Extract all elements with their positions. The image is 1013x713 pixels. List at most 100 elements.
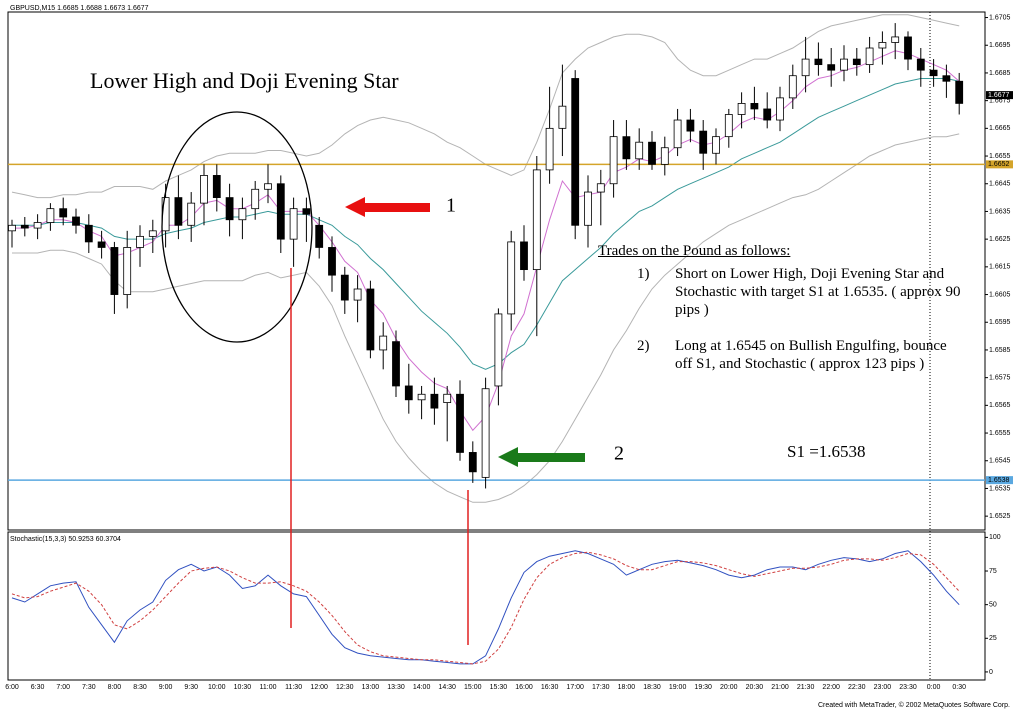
- y-tick-label: 1.6575: [989, 374, 1011, 381]
- candle-body: [225, 197, 234, 221]
- y-tick-label: 25: [989, 635, 997, 642]
- x-tick-label: 20:30: [746, 684, 764, 691]
- candle-body: [200, 175, 208, 204]
- y-tick-label: 1.6665: [989, 125, 1011, 132]
- candle-body: [673, 119, 682, 149]
- x-tick-label: 19:00: [669, 684, 687, 691]
- x-tick-label: 14:00: [413, 684, 431, 691]
- s1-label: S1 =1.6538: [787, 442, 866, 461]
- stochastic-line: [11, 551, 960, 665]
- candle-body: [558, 105, 567, 129]
- x-tick-label: 10:30: [234, 684, 252, 691]
- last-price-label: 1.6677: [988, 92, 1010, 99]
- candle-body: [865, 47, 874, 66]
- x-tick-label: 6:00: [5, 684, 19, 691]
- candle-body: [187, 202, 196, 226]
- x-tick-label: 9:30: [184, 684, 198, 691]
- candle-body: [737, 103, 746, 115]
- x-tick-label: 11:00: [260, 684, 277, 691]
- y-tick-label: 1.6525: [989, 513, 1011, 520]
- indicator-line: [12, 78, 960, 370]
- trade-number: 1): [637, 266, 650, 282]
- candle-body: [59, 208, 68, 218]
- y-tick-label: 75: [989, 568, 997, 575]
- candle-body: [763, 108, 772, 121]
- y-tick-label: 1.6685: [989, 70, 1011, 77]
- x-tick-label: 7:00: [56, 684, 70, 691]
- candle-body: [417, 393, 426, 401]
- x-tick-label: 17:30: [592, 684, 610, 691]
- candle-body: [660, 147, 669, 165]
- candle-body: [878, 42, 887, 49]
- candle-body: [404, 385, 413, 401]
- candle-body: [136, 235, 144, 248]
- candle-body: [788, 75, 797, 99]
- candle-body: [353, 288, 362, 301]
- candle-body: [699, 130, 708, 154]
- level-label-box: [986, 476, 1013, 485]
- x-tick-label: 21:30: [797, 684, 815, 691]
- x-tick-label: 16:30: [541, 684, 559, 691]
- candle-body: [468, 452, 477, 473]
- y-tick-label: 1.6675: [989, 97, 1011, 104]
- candle-body: [251, 188, 260, 210]
- level-label: 1.6538: [988, 477, 1010, 484]
- candle-body: [891, 36, 900, 43]
- x-tick-label: 15:00: [464, 684, 482, 691]
- candle-body: [46, 208, 55, 223]
- x-tick-label: 15:30: [490, 684, 508, 691]
- x-tick-label: 11:30: [285, 684, 302, 691]
- last-price-box: [986, 91, 1013, 100]
- candle-body: [942, 75, 951, 82]
- y-tick-label: 1.6615: [989, 264, 1011, 271]
- arrow-label: 1: [446, 195, 456, 217]
- candle-body: [110, 247, 119, 295]
- candle-body: [8, 224, 16, 232]
- y-tick-label: 50: [989, 601, 997, 608]
- candle-body: [609, 136, 618, 185]
- x-tick-label: 23:00: [874, 684, 892, 691]
- arrow-label: 2: [614, 443, 624, 465]
- candle-body: [481, 388, 490, 478]
- x-tick-label: 7:30: [82, 684, 96, 691]
- x-tick-label: 13:00: [362, 684, 380, 691]
- x-tick-label: 0:30: [952, 684, 966, 691]
- candle-body: [123, 247, 132, 295]
- y-tick-label: 1.6655: [989, 153, 1011, 160]
- candle-body: [315, 224, 324, 248]
- y-tick-label: 1.6635: [989, 208, 1011, 215]
- y-tick-label: 1.6535: [989, 485, 1011, 492]
- y-tick-label: 1.6645: [989, 181, 1011, 188]
- candle-body: [840, 58, 848, 71]
- x-tick-label: 18:00: [618, 684, 636, 691]
- stochastic-line: [11, 550, 960, 665]
- candle-body: [596, 183, 605, 193]
- candle-body: [507, 241, 516, 315]
- x-tick-label: 6:30: [31, 684, 45, 691]
- x-tick-label: 17:00: [566, 684, 584, 691]
- x-tick-label: 13:30: [387, 684, 405, 691]
- candle-body: [776, 97, 784, 121]
- candle-body: [379, 335, 388, 351]
- candle-body: [571, 78, 580, 226]
- candle-body: [174, 197, 183, 226]
- x-tick-label: 23:30: [899, 684, 917, 691]
- trades-heading: Trades on the Pound as follows:: [598, 243, 791, 259]
- x-tick-label: 22:30: [848, 684, 866, 691]
- candle-body: [686, 119, 695, 132]
- candle-body: [443, 393, 452, 403]
- y-tick-label: 1.6625: [989, 236, 1011, 243]
- candle-body: [622, 136, 631, 160]
- candle-body: [456, 393, 464, 453]
- candle-body: [33, 222, 42, 229]
- y-tick-label: 0: [989, 669, 993, 676]
- candle-body: [20, 224, 29, 229]
- candle-body: [148, 230, 157, 237]
- x-tick-label: 21:00: [771, 684, 789, 691]
- candle-body: [724, 114, 733, 138]
- y-tick-label: 1.6705: [989, 14, 1011, 21]
- x-tick-label: 18:30: [643, 684, 661, 691]
- candle-body: [289, 208, 298, 240]
- price-pane: [7, 11, 986, 531]
